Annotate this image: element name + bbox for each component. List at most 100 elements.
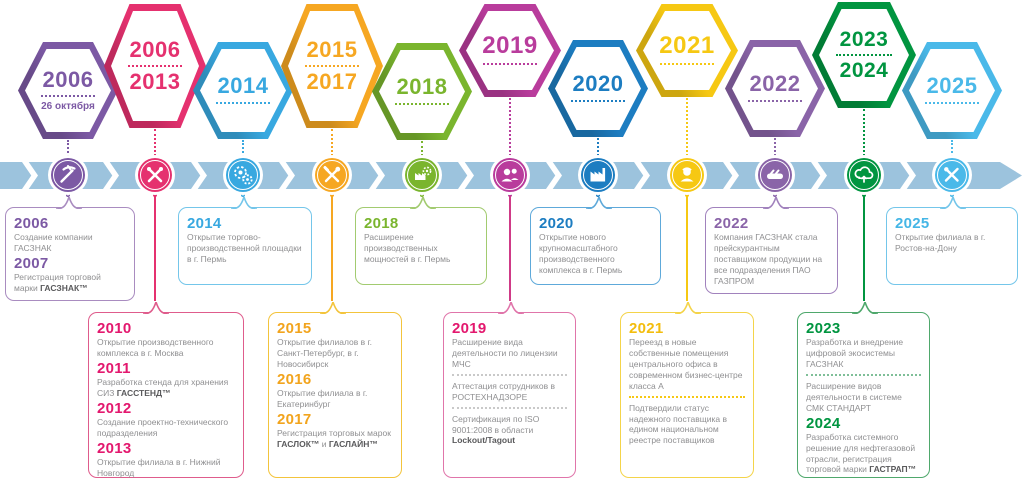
connector-dot — [685, 193, 689, 197]
text-segment: и — [319, 439, 329, 449]
hexagon-2023-2024: 2023 2024 — [812, 2, 916, 108]
event-text: Расширение вида деятельности по лицензии… — [452, 337, 567, 370]
box-pointer — [143, 302, 169, 314]
connector-line — [154, 196, 156, 301]
box-pointer — [410, 197, 436, 209]
dotted-rule — [482, 62, 538, 65]
connector-dotted — [597, 190, 599, 196]
connector-dotted — [686, 98, 688, 160]
crossed-tools-icon — [138, 158, 172, 192]
brand-name: ГАСЛОК™ — [277, 439, 320, 449]
event-box-2022: 2022 Компания ГАСЗНАК стала прейскурантны… — [705, 197, 838, 294]
event-text: Регистрация торговых марок ГАСЛОК™ и ГАС… — [277, 428, 393, 450]
dotted-rule — [127, 65, 183, 67]
hexagon-2014: 2014 — [193, 42, 293, 139]
text-segment: Открытие филиала в г. Нижний Новгород — [97, 457, 221, 479]
event-year: 2025 — [895, 215, 930, 232]
hexagon-year: 2019 — [482, 32, 538, 60]
event-text: Создание проектно-технического подраздел… — [97, 417, 235, 439]
factory-icon — [581, 158, 615, 192]
connector-dotted — [154, 129, 156, 160]
cloud-icon — [854, 166, 874, 183]
factory-icon — [590, 168, 606, 182]
connector-dotted — [951, 140, 953, 160]
box-pointer — [586, 197, 612, 209]
hexagon-year: 2018 — [396, 74, 448, 100]
text-segment: Создание компании ГАСЗНАК — [14, 232, 93, 254]
hexagon-2025: 2025 — [902, 42, 1002, 139]
wrench-screwdriver-icon — [315, 158, 349, 192]
event-year: 2006 — [14, 215, 49, 232]
event-text: Открытие торгово-производственной площад… — [187, 232, 303, 265]
connector-dotted — [421, 190, 423, 196]
dotted-rule — [836, 54, 892, 56]
box-pointer — [231, 197, 257, 209]
event-year: 2017 — [277, 410, 312, 428]
text-segment: Открытие торгово-производственной площад… — [187, 232, 302, 264]
connector-line — [686, 196, 688, 301]
hexagon-year: 2021 — [659, 32, 715, 60]
text-segment: Открытие нового крупномасштабного произв… — [539, 232, 623, 275]
event-year: 2011 — [97, 360, 131, 377]
dotted-rule — [659, 62, 715, 65]
event-box-2019: 2019 Расширение вида деятельности по лице… — [443, 302, 576, 478]
connector-dotted — [67, 140, 69, 160]
hexagon-year: 2014 — [217, 73, 269, 99]
event-text: Открытие филиала в г. Ростов-на-Дону — [895, 232, 1009, 254]
dotted-rule — [41, 95, 95, 98]
dotted-divider — [629, 395, 745, 398]
text-segment: Сертификация по ISO 9001:2008 в области — [452, 413, 540, 435]
connector-dotted — [67, 190, 69, 196]
hexagon-year: 2017 — [306, 69, 358, 94]
hammer-pick-icon — [51, 158, 85, 192]
dotted-divider — [806, 373, 921, 376]
event-box-2010-2011-2012-2013: 2010 Открытие производственного комплекса… — [88, 302, 244, 479]
event-year: 2014 — [187, 215, 222, 232]
brand-name: ГАСЗНАК™ — [40, 283, 88, 294]
hexagon-2022: 2022 — [725, 40, 825, 137]
connector-dotted — [774, 138, 776, 160]
text-segment: Расширение видов деятельности в системе … — [806, 380, 902, 413]
dotted-rule — [395, 102, 449, 105]
event-text: Создание компании ГАСЗНАК — [14, 232, 126, 254]
event-text: Разработка стенда для хранения СИЗ ГАССТ… — [97, 377, 235, 399]
hexagon-2021: 2021 — [636, 4, 738, 97]
text-segment: Открытие производственного комплекса в г… — [97, 337, 214, 359]
connector-dotted — [951, 190, 953, 196]
box-pointer — [498, 302, 524, 314]
event-year: 2007 — [14, 255, 49, 272]
event-box-2018: 2018 Расширение производственных мощносте… — [355, 197, 487, 285]
connector-dotted — [242, 140, 244, 160]
hexagon-year: 2023 — [839, 27, 889, 51]
event-text: Расширение видов деятельности в системе … — [806, 381, 921, 414]
connector-dot — [508, 193, 512, 197]
connector-line — [331, 196, 333, 301]
hexagon-year: 2013 — [129, 69, 181, 94]
text-segment: Расширение вида деятельности по лицензии… — [452, 337, 558, 369]
text-segment: Создание проектно-технического подраздел… — [97, 417, 229, 439]
event-box-2025: 2025 Открытие филиала в г. Ростов-на-Дону — [886, 197, 1018, 285]
dotted-rule — [925, 101, 979, 104]
connector-dotted — [242, 190, 244, 196]
connector-dot — [153, 193, 157, 197]
crossed-tools-icon — [147, 167, 163, 183]
hexagon-2020: 2020 — [548, 40, 648, 137]
people-icon — [493, 158, 527, 192]
text-segment: Открытие филиала в г. Ростов-на-Дону — [895, 232, 986, 254]
event-year: 2022 — [714, 215, 749, 232]
hexagon-2015-2017: 2015 2017 — [281, 4, 383, 128]
event-box-2014: 2014 Открытие торгово-производственной пл… — [178, 197, 312, 285]
box-pointer — [675, 302, 701, 314]
hexagon-2006: 2006 26 октября — [18, 42, 118, 139]
event-year: 2021 — [629, 320, 664, 337]
event-box-2015-2016-2017: 2015 Открытие филиалов в г. Санкт-Петербу… — [268, 302, 402, 478]
brand-name: Lockout/Tagout — [452, 435, 516, 446]
gears-icon — [226, 158, 260, 192]
event-text: Аттестация сотрудников в РОСТЕХНАДЗОРЕ — [452, 381, 567, 403]
event-box-2020: 2020 Открытие нового крупномасштабного пр… — [530, 197, 661, 285]
wrench-hammer-icon — [935, 158, 969, 192]
text-segment: Расширение производственных мощностей в … — [364, 232, 451, 264]
event-text: Регистрация торговой марки ГАСЗНАК™ — [14, 272, 126, 294]
text-segment: Регистрация торговых марок — [277, 428, 391, 439]
event-year: 2016 — [277, 370, 312, 388]
